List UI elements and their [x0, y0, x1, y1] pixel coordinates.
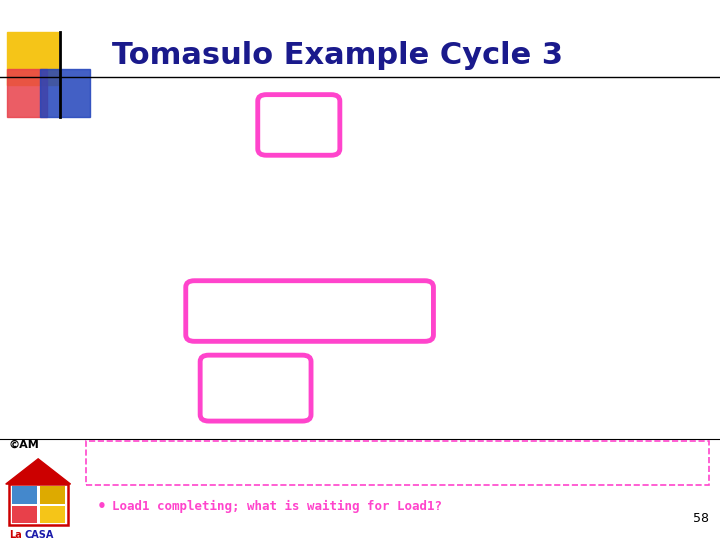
Bar: [40, 486, 65, 504]
Text: Tomasulo Example Cycle 3: Tomasulo Example Cycle 3: [112, 42, 562, 70]
Text: 58: 58: [693, 512, 709, 525]
Bar: [12, 486, 37, 504]
Bar: [40, 69, 90, 117]
Bar: [9, 484, 68, 525]
Text: ©AM: ©AM: [9, 440, 40, 450]
Polygon shape: [6, 459, 71, 484]
Bar: [86, 441, 709, 485]
FancyBboxPatch shape: [258, 94, 340, 155]
Text: •: •: [97, 498, 107, 514]
FancyBboxPatch shape: [200, 355, 311, 421]
Text: Note: registers names are removed (“renamed”) in Reservation
Stations; MULT issu: Note: registers names are removed (“rena…: [112, 447, 562, 476]
Text: CASA: CASA: [24, 530, 54, 539]
Bar: [7, 32, 58, 85]
Text: Load1 completing; what is waiting for Load1?: Load1 completing; what is waiting for Lo…: [112, 500, 441, 512]
Bar: [40, 506, 65, 523]
Text: •: •: [97, 454, 107, 469]
Text: La: La: [9, 530, 22, 539]
Bar: [12, 506, 37, 523]
FancyBboxPatch shape: [186, 281, 433, 341]
Bar: [7, 69, 47, 117]
